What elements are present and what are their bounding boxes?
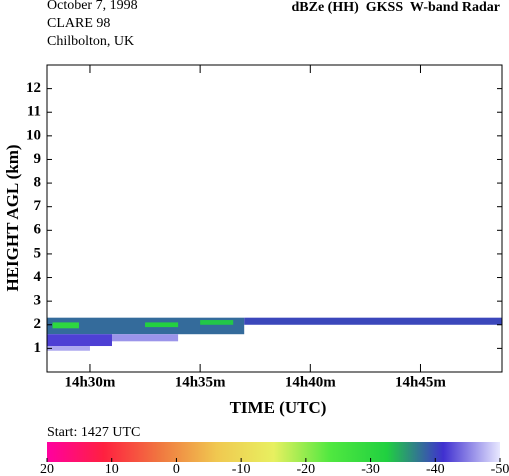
start-label: Start: 1427 UTC xyxy=(47,425,140,440)
x-tick-label: 14h35m xyxy=(175,374,226,390)
date: October 7, 1998 xyxy=(47,0,138,13)
campaign: CLARE 98 xyxy=(47,16,110,31)
colorbar-tick-label: -20 xyxy=(297,462,316,476)
y-axis-label: HEIGHT AGL (km) xyxy=(3,144,22,291)
x-tick-label: 14h30m xyxy=(65,374,116,390)
colorbar-tick-label: 10 xyxy=(105,462,119,476)
echo-cell xyxy=(244,317,503,325)
colorbar-tick-label: -30 xyxy=(361,462,380,476)
y-tick-label: 4 xyxy=(34,269,42,285)
y-tick-label: 1 xyxy=(34,340,42,356)
echo-cell xyxy=(112,334,179,342)
echo-cell xyxy=(52,322,79,329)
location: Chilbolton, UK xyxy=(47,34,134,49)
echo-cell xyxy=(47,334,112,347)
y-tick-label: 8 xyxy=(34,175,42,191)
y-tick-label: 5 xyxy=(34,245,42,261)
y-tick-label: 11 xyxy=(27,104,41,120)
echo-cell xyxy=(145,322,179,328)
plot-frame xyxy=(46,64,503,373)
colorbar-tick-label: 0 xyxy=(173,462,180,476)
colorbar xyxy=(47,442,500,462)
y-tick-label: 10 xyxy=(26,127,41,143)
echo-cell xyxy=(200,320,234,325)
colorbar-tick-label: -10 xyxy=(232,462,251,476)
y-tick-label: 7 xyxy=(34,198,42,214)
x-tick-label: 14h45m xyxy=(395,374,446,390)
chart-title: dBZe (HH) GKSS W-band Radar xyxy=(292,0,501,15)
y-tick-label: 12 xyxy=(26,80,41,96)
colorbar-tick-label: -50 xyxy=(491,462,509,476)
y-tick-label: 3 xyxy=(34,293,42,309)
colorbar-tick-label: 20 xyxy=(40,462,54,476)
x-axis-label: TIME (UTC) xyxy=(230,398,327,417)
echo-cell xyxy=(47,346,90,351)
x-tick-label: 14h40m xyxy=(285,374,336,390)
y-tick-label: 9 xyxy=(34,151,42,167)
colorbar-tick-label: -40 xyxy=(426,462,445,476)
y-tick-label: 2 xyxy=(34,316,42,332)
y-tick-label: 6 xyxy=(34,222,42,238)
